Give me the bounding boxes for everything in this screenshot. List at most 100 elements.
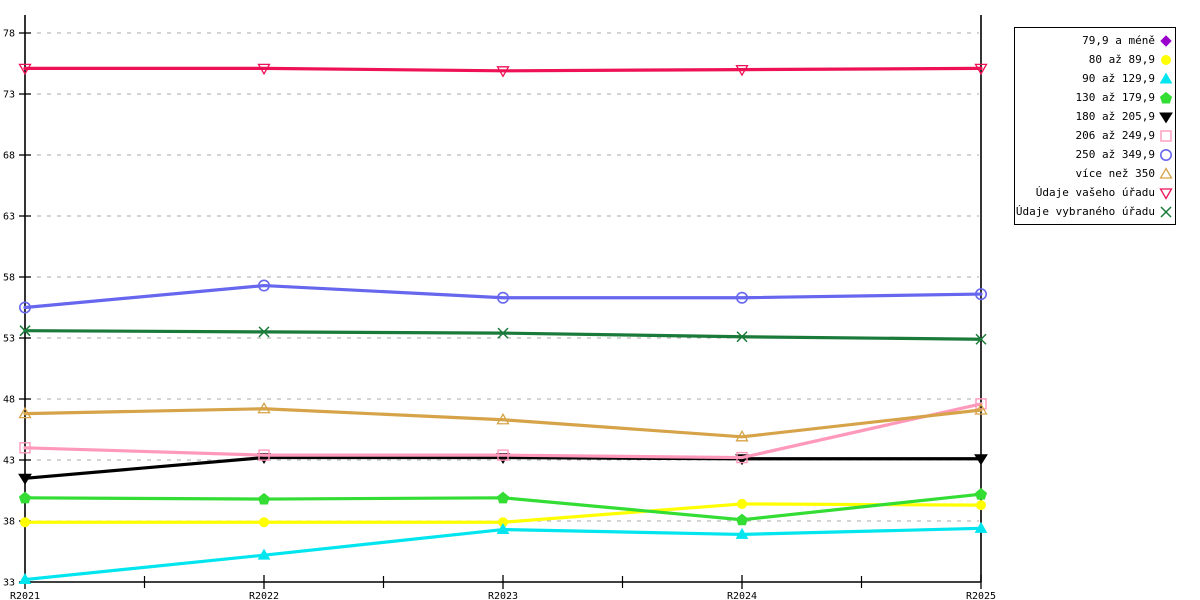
- marker-circle-filled: [976, 500, 986, 511]
- marker-triangle-down: [1159, 112, 1173, 123]
- marker-triangle-up-open: [735, 430, 749, 442]
- marker-triangle-up-open: [18, 406, 32, 419]
- legend-marker-triangle-down-filled-icon: [1159, 110, 1173, 124]
- legend-marker-pentagon-filled-icon: [1159, 91, 1173, 105]
- legend-marker-triangle-up-open-icon: [1159, 166, 1173, 181]
- marker-x-cross: [19, 325, 31, 337]
- marker-circle-open: [974, 288, 987, 301]
- marker-triangle-down-open: [1159, 187, 1173, 200]
- marker-circle-open: [257, 279, 270, 292]
- legend-item[interactable]: Údaje vybraného úřadu: [1015, 202, 1173, 221]
- series-line: [23, 402, 983, 460]
- marker-x-cross: [258, 326, 270, 338]
- marker-circle-filled: [20, 517, 30, 528]
- legend-item-label: 130 až 179,9: [1075, 91, 1155, 104]
- marker-x-line: [497, 327, 509, 339]
- marker-triangle-up: [735, 527, 749, 539]
- marker-x-line: [1160, 205, 1172, 218]
- x-axis-tick-label: R2023: [488, 591, 518, 600]
- marker-circle-open: [735, 291, 748, 304]
- marker-triangle-down-open: [18, 63, 32, 76]
- marker-circle-filled: [737, 498, 747, 509]
- series-6: [19, 398, 987, 464]
- marker-x-cross: [975, 333, 987, 345]
- legend-item[interactable]: 80 až 89,9: [1017, 50, 1173, 69]
- marker-circle-filled: [1161, 54, 1171, 65]
- series-9: [18, 63, 988, 78]
- legend-item[interactable]: více než 350: [1017, 164, 1173, 183]
- legend-item-label: Údaje vašeho úřadu: [1035, 186, 1155, 199]
- marker-circle-open: [1160, 148, 1172, 161]
- series-line: [23, 526, 983, 582]
- legend-item-label: 206 až 249,9: [1075, 129, 1155, 142]
- marker-triangle-down-open: [974, 63, 988, 76]
- series-line: [23, 283, 983, 310]
- legend-marker-circle-open-icon: [1159, 148, 1173, 162]
- legend-item-label: 250 až 349,9: [1075, 148, 1155, 161]
- series-5: [18, 453, 988, 485]
- legend-item[interactable]: 206 až 249,9: [1017, 126, 1173, 145]
- marker-triangle-up: [18, 573, 32, 585]
- legend-marker-square-open-icon: [1159, 129, 1173, 143]
- legend-item-label: více než 350: [1075, 167, 1155, 180]
- legend-marker-triangle-up-filled-icon: [1159, 72, 1173, 86]
- marker-triangle-up: [974, 521, 988, 533]
- legend-item[interactable]: 90 až 129,9: [1017, 69, 1173, 88]
- y-axis-tick-label: 68: [3, 151, 15, 162]
- legend-item[interactable]: Údaje vašeho úřadu: [1017, 183, 1173, 202]
- legend-item[interactable]: 79,9 a méně: [1017, 31, 1173, 50]
- series-7: [18, 279, 987, 314]
- legend-item[interactable]: 180 až 205,9: [1017, 107, 1173, 126]
- chart-legend: 79,9 a méně 80 až 89,9 90 až 129,9 130 až 1…: [1014, 27, 1176, 225]
- marker-square-open: [258, 449, 270, 461]
- marker-x-line: [258, 326, 270, 338]
- x-axis-tick-label: R2021: [10, 591, 40, 600]
- marker-pentagon: [496, 491, 510, 504]
- marker-square-open: [497, 449, 509, 461]
- legend-marker-x-cross-icon: [1159, 205, 1173, 219]
- x-axis-tick-label: R2022: [249, 591, 279, 600]
- series-2: [20, 498, 986, 528]
- marker-triangle-down-open: [257, 63, 271, 76]
- marker-x-line: [19, 325, 31, 337]
- y-axis-tick-label: 78: [3, 29, 15, 40]
- legend-item[interactable]: 250 až 349,9: [1017, 145, 1173, 164]
- legend-item[interactable]: 130 až 179,9: [1017, 88, 1173, 107]
- marker-x-cross: [736, 331, 748, 343]
- marker-circle-filled: [259, 517, 269, 528]
- marker-pentagon: [974, 488, 988, 500]
- marker-diamond: [1160, 34, 1172, 47]
- marker-triangle-up-open: [496, 412, 510, 425]
- legend-marker-diamond-filled-icon: [1159, 34, 1173, 48]
- x-axis-tick-label: R2024: [727, 591, 757, 600]
- marker-x-line: [975, 333, 987, 345]
- y-axis-tick-label: 63: [3, 212, 15, 223]
- y-axis-tick-label: 73: [3, 90, 15, 101]
- marker-triangle-up: [257, 548, 271, 560]
- marker-triangle-up: [1159, 72, 1173, 83]
- series-10: [19, 325, 987, 345]
- marker-triangle-down: [974, 454, 988, 466]
- marker-x-line: [736, 331, 748, 343]
- marker-pentagon: [257, 492, 271, 505]
- marker-pentagon: [18, 491, 32, 504]
- legend-item-label: 80 až 89,9: [1088, 53, 1155, 66]
- series-8: [18, 401, 988, 442]
- y-axis-tick-label: 33: [3, 578, 15, 589]
- marker-triangle-down-open: [496, 66, 510, 78]
- y-axis-tick-label: 48: [3, 395, 15, 406]
- marker-circle-open: [18, 301, 31, 314]
- series-3: [18, 521, 988, 585]
- axes: 33 38 43 48 53 58 63 68 73 78 R2021 R2022 R2023 R2024…: [3, 15, 996, 600]
- legend-marker-circle-filled-icon: [1159, 53, 1173, 67]
- legend-item-label: Údaje vybraného úřadu: [1015, 205, 1155, 218]
- legend-item-label: 79,9 a méně: [1082, 34, 1155, 47]
- legend-marker-triangle-down-open-icon: [1159, 186, 1173, 200]
- marker-triangle-down-open: [735, 64, 749, 77]
- marker-square-open: [1160, 129, 1172, 142]
- marker-pentagon: [735, 513, 749, 526]
- series-4: [18, 488, 988, 526]
- marker-square-open: [736, 451, 748, 464]
